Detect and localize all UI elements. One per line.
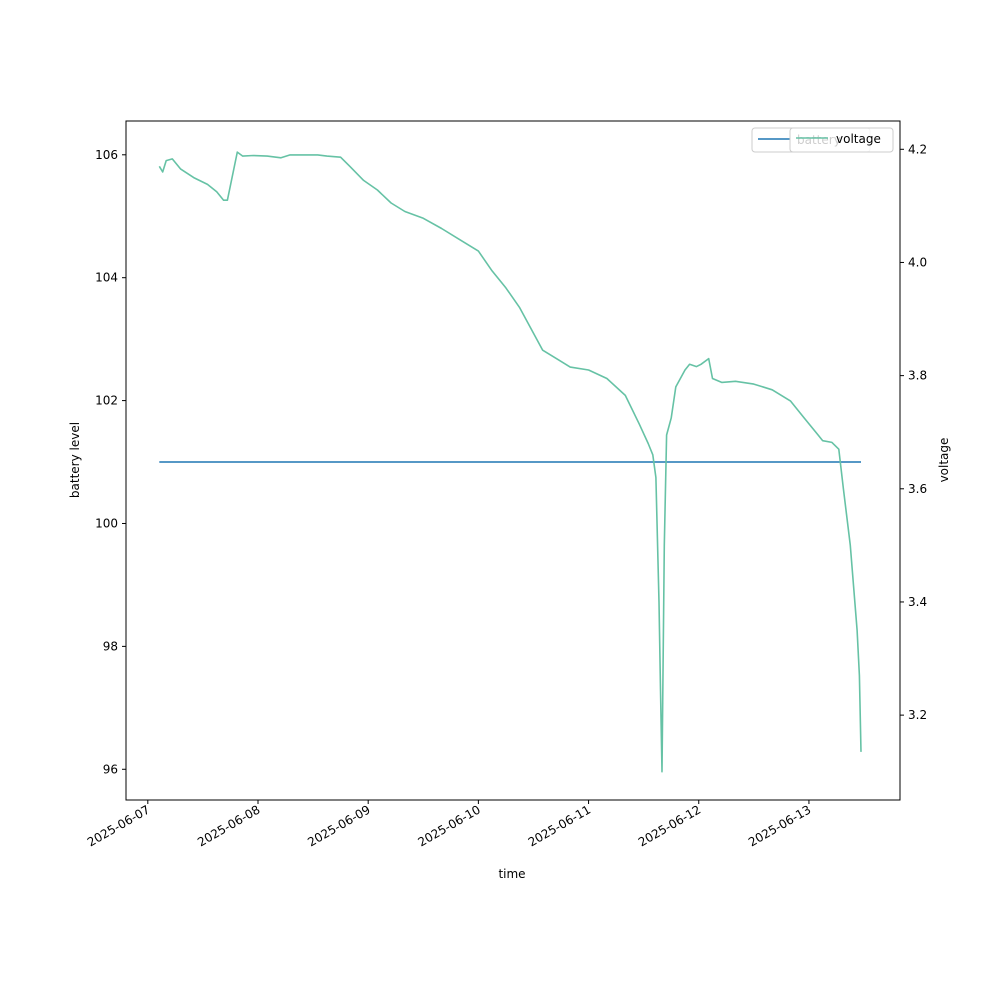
right-y-tick-label: 4.2 (908, 142, 927, 156)
right-y-tick-label: 3.8 (908, 369, 927, 383)
legend-box-voltage (789, 127, 894, 153)
x-axis-label: time (498, 867, 525, 881)
axes-frame (125, 120, 901, 801)
left-y-tick-label: 106 (95, 148, 118, 162)
left-y-tick-label: 102 (95, 394, 118, 408)
left-y-tick-label: 96 (103, 762, 118, 776)
left-y-tick-label: 98 (103, 639, 118, 653)
right-y-axis-label: voltage (937, 438, 951, 483)
legend: batteryvoltage (751, 127, 894, 153)
right-y-tick-label: 3.6 (908, 482, 927, 496)
right-y-tick-label: 3.4 (908, 595, 927, 609)
right-y-tick-label: 3.2 (908, 708, 927, 722)
left-y-axis-label: battery level (68, 422, 82, 498)
right-y-tick-label: 4.0 (908, 255, 927, 269)
left-y-tick-label: 104 (95, 271, 118, 285)
plot-area (158, 151, 862, 773)
left-y-tick-label: 100 (95, 516, 118, 530)
legend-label-voltage: voltage (836, 132, 881, 146)
series-line-voltage (158, 151, 862, 773)
